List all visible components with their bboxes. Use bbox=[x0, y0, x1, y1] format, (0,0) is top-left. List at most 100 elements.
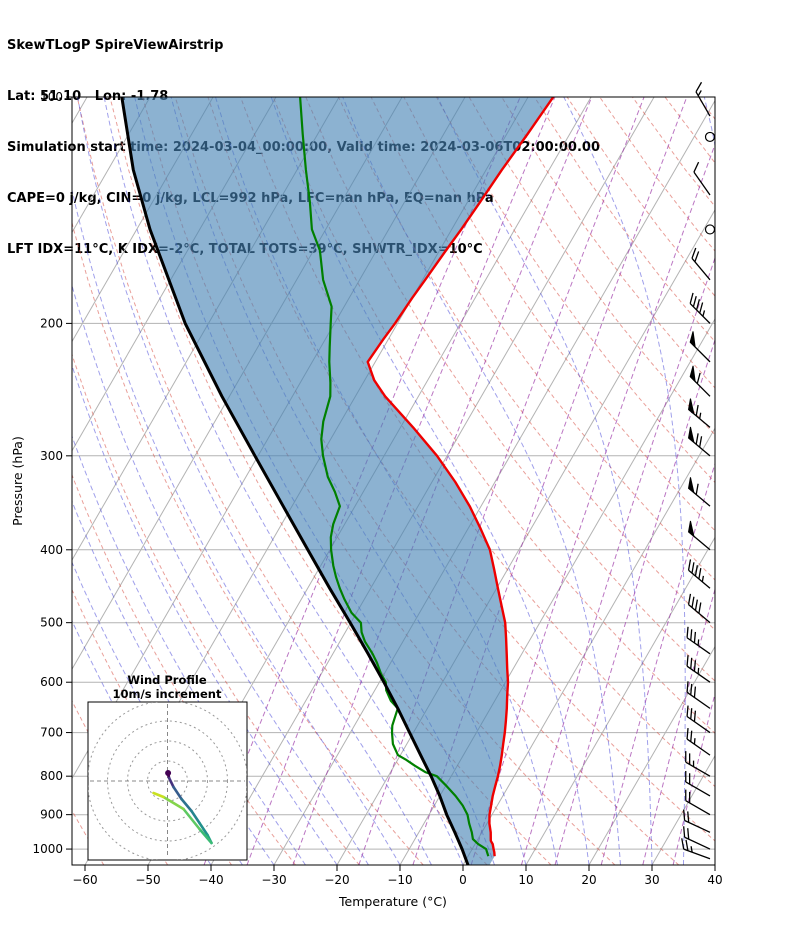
wind-barb bbox=[686, 705, 711, 734]
reference-curve bbox=[120, 97, 470, 865]
moist-adiabat-line bbox=[703, 97, 715, 865]
mixing-ratio-line bbox=[470, 143, 715, 865]
dry-adiabat-line bbox=[599, 97, 715, 252]
y-tick-label: 800 bbox=[40, 769, 63, 783]
moist-adiabat-line bbox=[72, 283, 369, 865]
x-tick-label: 30 bbox=[644, 873, 659, 887]
x-tick-label: −10 bbox=[387, 873, 412, 887]
hodograph-trace-segment bbox=[198, 821, 209, 837]
dry-adiabat-line bbox=[207, 97, 715, 842]
moist-adiabat-line bbox=[563, 97, 686, 865]
wind-barb bbox=[693, 161, 711, 196]
moist-adiabat-line bbox=[72, 363, 338, 865]
wind-barb bbox=[695, 81, 711, 117]
moist-adiabat-line bbox=[270, 97, 590, 865]
figure-title: SkewTLogP SpireViewAirstrip bbox=[7, 38, 224, 53]
x-tick-label: 0 bbox=[459, 873, 467, 887]
hodograph-trace-segment bbox=[167, 776, 175, 789]
wind-barb bbox=[689, 331, 711, 363]
isotherm-line bbox=[588, 645, 715, 865]
dry-adiabat-line bbox=[566, 97, 715, 297]
mixing-ratio-line bbox=[292, 97, 593, 865]
y-tick-label: 300 bbox=[40, 449, 63, 463]
dry-adiabat-line bbox=[533, 97, 715, 343]
dry-adiabat-line bbox=[730, 97, 794, 865]
y-tick-label: 500 bbox=[40, 616, 63, 630]
moist-adiabat-line bbox=[77, 97, 432, 865]
hodograph-body bbox=[87, 701, 248, 861]
dry-adiabat-line bbox=[272, 97, 715, 734]
hodograph-trace-segment bbox=[182, 807, 201, 831]
hodograph-trace-segment bbox=[172, 785, 183, 801]
hodograph-trace-segment bbox=[180, 797, 193, 813]
moist-adiabat-line bbox=[437, 97, 653, 865]
x-tick-label: 40 bbox=[707, 873, 722, 887]
hodograph-trace-segment bbox=[162, 795, 185, 811]
moist-adiabat-line bbox=[747, 97, 794, 865]
stability-shading-layer bbox=[121, 97, 554, 865]
x-tick-label: −20 bbox=[324, 873, 349, 887]
dry-adiabat-line bbox=[370, 97, 715, 581]
isotherm-line bbox=[462, 427, 715, 865]
calm-wind-circle bbox=[704, 224, 716, 235]
temperature-curve bbox=[366, 97, 555, 857]
wind-barb bbox=[687, 559, 711, 589]
plot-frame bbox=[71, 96, 716, 866]
mixing-ratio-line bbox=[600, 461, 715, 865]
y-tick-label: 1000 bbox=[32, 842, 63, 856]
wind-barb bbox=[686, 655, 711, 683]
wind-barb bbox=[686, 681, 711, 709]
inset-title-line2: 10m/s increment bbox=[113, 687, 222, 701]
isotherm-line bbox=[525, 536, 715, 865]
wind-barb bbox=[685, 751, 711, 777]
wind-barb bbox=[686, 728, 711, 756]
wind-barb bbox=[689, 292, 711, 324]
dry-adiabat-line bbox=[697, 97, 715, 120]
profile-curves bbox=[120, 97, 555, 865]
y-tick-label: 400 bbox=[40, 543, 63, 557]
wind-barb bbox=[688, 398, 711, 428]
hodograph-trace-segment bbox=[190, 809, 201, 825]
y-tick-label: 100 bbox=[40, 90, 63, 104]
wind-barb bbox=[681, 838, 711, 860]
dry-adiabat-line bbox=[240, 97, 715, 788]
mixing-ratio-line bbox=[520, 256, 715, 865]
dry-adiabat-line bbox=[338, 97, 715, 631]
dry-adiabat-line bbox=[305, 97, 715, 682]
moist-adiabat-line bbox=[103, 97, 464, 865]
hodograph-trace-segment bbox=[198, 827, 213, 845]
y-axis-label: Pressure (hPa) bbox=[10, 436, 25, 526]
y-tick-label: 700 bbox=[40, 726, 63, 740]
x-tick-label: −50 bbox=[135, 873, 160, 887]
x-tick-label: −60 bbox=[72, 873, 97, 887]
wind-barb bbox=[688, 426, 711, 457]
wind-barb bbox=[689, 365, 711, 397]
isotherm-line bbox=[714, 863, 715, 865]
moist-adiabat-line bbox=[72, 187, 401, 865]
hodograph-start-dot bbox=[165, 770, 172, 776]
inset-title-line1: Wind Profile bbox=[127, 673, 207, 687]
moist-adiabat-line bbox=[72, 434, 306, 865]
dry-adiabat-line bbox=[72, 352, 360, 865]
moist-adiabat-line bbox=[72, 619, 212, 865]
isotherm-line bbox=[651, 754, 715, 865]
wind-barb bbox=[685, 770, 711, 797]
stability-shading bbox=[121, 97, 554, 865]
wind-barb bbox=[688, 477, 711, 507]
wind-barb-column bbox=[681, 81, 716, 860]
y-tick-label: 200 bbox=[40, 316, 63, 330]
x-tick-label: −30 bbox=[261, 873, 286, 887]
dewpoint-curve bbox=[299, 97, 490, 857]
mixing-ratio-line bbox=[642, 587, 715, 865]
dry-adiabat-line bbox=[468, 97, 715, 436]
isotherm-line bbox=[273, 99, 715, 865]
y-tick-label: 900 bbox=[40, 808, 63, 822]
wind-barb bbox=[691, 247, 711, 281]
isotherm-line bbox=[72, 97, 214, 343]
mixing-ratio-line bbox=[412, 97, 688, 865]
x-axis-label: Temperature (°C) bbox=[338, 894, 447, 909]
x-tick-label: 20 bbox=[581, 873, 596, 887]
